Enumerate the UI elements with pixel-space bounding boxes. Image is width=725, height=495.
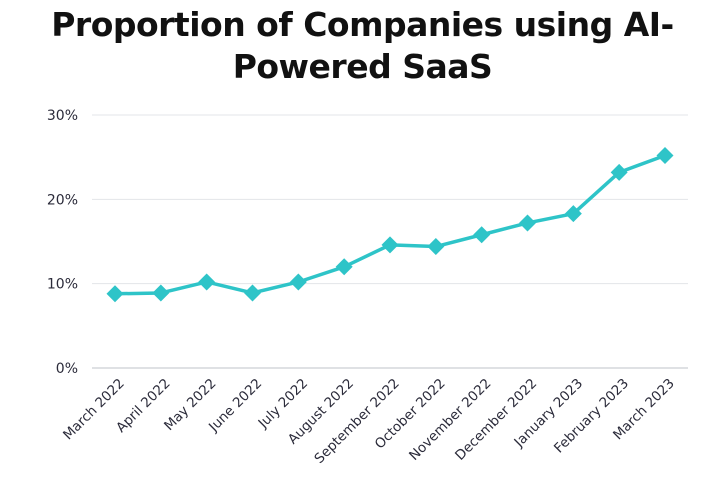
data-point-september-2022 [381, 236, 399, 254]
data-point-august-2022 [335, 258, 353, 276]
data-point-december-2022 [519, 214, 536, 232]
y-tick-label: 10% [47, 277, 78, 293]
y-tick-label: 0% [56, 361, 78, 377]
data-point-march-2022 [106, 285, 124, 303]
chart-title: Proportion of Companies using AI- Powere… [0, 4, 725, 88]
data-point-july-2022 [289, 273, 307, 291]
data-point-april-2022 [152, 284, 170, 302]
series-line [114, 153, 666, 296]
data-point-march-2023 [656, 146, 674, 164]
x-tick-label: September 2022 [311, 376, 402, 467]
data-point-november-2022 [473, 226, 491, 244]
data-point-october-2022 [427, 238, 445, 256]
data-point-january-2023 [564, 205, 582, 223]
y-axis-ticks: 0% 10% 20% 30% [47, 108, 78, 377]
data-point-june-2022 [244, 284, 261, 302]
chart-title-line-2: Powered SaaS [232, 47, 493, 86]
series-group [106, 146, 674, 303]
x-tick-label: December 2022 [452, 376, 540, 464]
y-tick-label: 20% [47, 192, 78, 208]
data-point-may-2022 [198, 273, 216, 291]
x-tick-label: November 2022 [406, 376, 494, 464]
chart-title-line-1: Proportion of Companies using AI- [51, 5, 674, 44]
data-point-february-2023 [610, 163, 628, 181]
y-tick-label: 30% [47, 108, 78, 124]
x-tick-label: March 2022 [60, 376, 128, 444]
